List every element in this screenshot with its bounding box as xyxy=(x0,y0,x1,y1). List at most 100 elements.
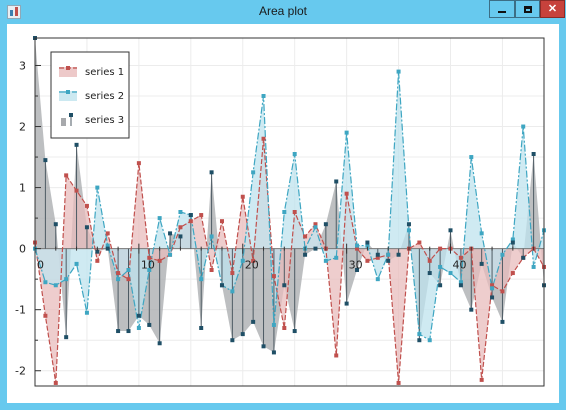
title-bar[interactable]: Area plot ✕ xyxy=(0,0,566,24)
series-2-point xyxy=(178,210,183,214)
series-1-point xyxy=(510,271,515,276)
series-3-point xyxy=(84,225,89,230)
series-1-point xyxy=(490,283,495,288)
series-1-point xyxy=(84,203,89,208)
series-3-point xyxy=(136,313,141,318)
series-2-point xyxy=(282,210,287,214)
y-tick-label: -2 xyxy=(15,365,26,378)
series-3-point xyxy=(178,234,183,239)
series-3-point xyxy=(105,246,110,251)
series-3-point xyxy=(209,170,214,175)
series-3-point xyxy=(396,252,401,257)
series-1-point xyxy=(396,380,401,385)
series-3-point xyxy=(147,322,152,327)
legend-swatch-marker xyxy=(69,113,73,117)
series-3-point xyxy=(344,301,349,306)
series-3-point xyxy=(251,319,256,324)
series-1-point xyxy=(417,240,422,245)
series-2-point xyxy=(261,94,266,98)
series-1-point xyxy=(209,268,214,272)
series-2-point xyxy=(375,277,380,282)
series-3-point xyxy=(64,335,69,340)
series-2-point xyxy=(147,268,152,272)
series-2-point xyxy=(469,155,474,160)
series-2-point xyxy=(386,252,391,257)
y-tick-label: 2 xyxy=(19,121,26,134)
series-3-point xyxy=(240,332,245,337)
close-button[interactable]: ✕ xyxy=(540,0,565,18)
series-2-point xyxy=(126,268,131,272)
series-2-point xyxy=(396,69,401,74)
series-2-point xyxy=(458,280,463,285)
series-1-point xyxy=(500,289,505,294)
x-tick-label: 20 xyxy=(245,259,259,272)
series-1-point xyxy=(64,173,69,178)
y-tick-label: 1 xyxy=(19,182,26,195)
series-1-point xyxy=(458,255,463,260)
series-3-point xyxy=(230,338,235,343)
series-3-point xyxy=(417,338,422,343)
series-3-point xyxy=(74,142,79,147)
series-3-point xyxy=(490,295,495,300)
series-3-point xyxy=(157,341,162,346)
chart-app-icon[interactable] xyxy=(7,5,21,19)
series-2-point xyxy=(271,322,276,327)
y-tick-label: 0 xyxy=(19,243,26,256)
series-3-point xyxy=(334,179,339,184)
series-2-area xyxy=(35,71,544,341)
series-3-point xyxy=(510,240,515,245)
x-tick-label: 0 xyxy=(37,259,44,272)
legend-swatch-marker xyxy=(66,66,70,70)
area-fills xyxy=(35,38,544,383)
series-1-point xyxy=(282,326,287,330)
series-3-point xyxy=(95,249,100,254)
series-1-point xyxy=(74,188,79,193)
legend-swatch-fill xyxy=(61,118,66,126)
series-3-point xyxy=(303,252,308,257)
series-1-point xyxy=(219,219,224,224)
series-3-point xyxy=(386,258,391,263)
legend-swatch-fill xyxy=(59,67,77,77)
series-1-point xyxy=(375,255,380,260)
series-3-point xyxy=(261,344,266,349)
series-3-point xyxy=(438,283,443,288)
series-1-point xyxy=(136,161,141,166)
maximize-button[interactable] xyxy=(515,0,540,18)
series-3-point xyxy=(43,158,48,163)
series-2-point xyxy=(292,152,297,156)
minimize-button[interactable] xyxy=(489,0,515,18)
series-2-point xyxy=(199,277,204,282)
legend-label: series 3 xyxy=(85,115,124,126)
series-1-point xyxy=(116,271,121,276)
series-2-point xyxy=(334,255,339,260)
series-2-point xyxy=(479,231,484,236)
series-3-point xyxy=(199,326,204,330)
minimize-icon xyxy=(498,11,506,13)
close-icon: ✕ xyxy=(547,2,558,15)
series-2-point xyxy=(406,228,411,233)
series-2-point xyxy=(74,261,79,266)
legend-label: series 1 xyxy=(85,67,124,78)
series-3-point xyxy=(292,329,297,334)
series-3-point xyxy=(271,350,276,355)
legend-swatch-marker xyxy=(66,90,70,94)
series-2-point xyxy=(344,130,349,135)
series-2-point xyxy=(510,237,515,242)
series-3-point xyxy=(500,319,505,324)
series-3-point xyxy=(427,271,432,276)
series-3-point xyxy=(219,283,224,288)
series-3-point xyxy=(188,213,193,218)
series-2-point xyxy=(417,332,422,337)
series-1-point xyxy=(292,210,297,214)
series-2-point xyxy=(168,252,173,257)
series-1-point xyxy=(240,194,245,199)
series-1-point xyxy=(95,258,100,263)
series-2-point xyxy=(105,243,110,248)
legend-swatch-fill xyxy=(59,91,77,101)
series-2-point xyxy=(490,286,495,291)
series-2-point xyxy=(251,170,256,175)
series-2-point xyxy=(365,243,370,248)
y-tick-label: 3 xyxy=(19,59,26,72)
series-2-point xyxy=(448,271,453,276)
